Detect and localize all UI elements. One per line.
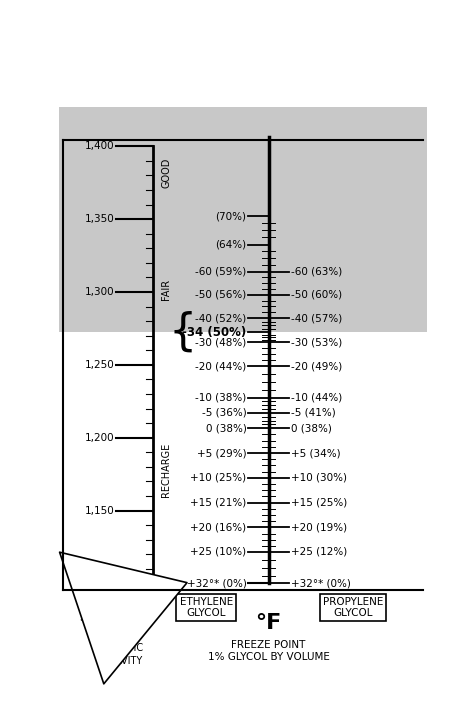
Text: -50 (56%): -50 (56%) [195, 290, 246, 300]
Text: {: { [168, 311, 196, 354]
Text: 1,350: 1,350 [84, 214, 114, 224]
Text: 0 (38%): 0 (38%) [291, 423, 331, 433]
Text: -10 (44%): -10 (44%) [291, 392, 342, 403]
Text: RECHARGE: RECHARGE [161, 443, 171, 497]
Text: Use this
scale.: Use this scale. [80, 591, 141, 624]
Text: PROPYLENE
GLYCOL: PROPYLENE GLYCOL [323, 597, 383, 618]
Text: -5 (36%): -5 (36%) [202, 408, 246, 418]
Text: +10 (25%): +10 (25%) [191, 472, 246, 483]
Text: (64%): (64%) [216, 240, 246, 250]
Text: +5 (29%): +5 (29%) [197, 448, 246, 458]
Text: 1,250: 1,250 [84, 360, 114, 370]
Text: FREEZE POINT
1% GLYCOL BY VOLUME: FREEZE POINT 1% GLYCOL BY VOLUME [208, 640, 329, 662]
Text: 1,300: 1,300 [85, 287, 114, 297]
Text: ETHYLENE
GLYCOL: ETHYLENE GLYCOL [180, 597, 233, 618]
Text: 1,150: 1,150 [84, 505, 114, 515]
Text: °F: °F [255, 613, 282, 633]
Text: 1,400: 1,400 [85, 141, 114, 151]
Text: 1,200: 1,200 [85, 432, 114, 443]
Text: +25 (12%): +25 (12%) [291, 547, 347, 557]
Text: -40 (52%): -40 (52%) [195, 313, 246, 323]
Text: -5 (41%): -5 (41%) [291, 408, 336, 418]
Text: +15 (25%): +15 (25%) [291, 497, 347, 507]
Text: -10 (38%): -10 (38%) [195, 392, 246, 403]
Text: +32°* (0%): +32°* (0%) [291, 579, 351, 588]
Text: +15 (21%): +15 (21%) [191, 497, 246, 507]
Text: +32°* (0%): +32°* (0%) [187, 579, 246, 588]
Text: +20 (19%): +20 (19%) [291, 523, 347, 532]
Text: +25 (10%): +25 (10%) [191, 547, 246, 557]
Text: -40 (57%): -40 (57%) [291, 313, 342, 323]
Text: FAIR: FAIR [161, 279, 171, 300]
Text: -60 (63%): -60 (63%) [291, 266, 342, 277]
Text: GOOD: GOOD [161, 157, 171, 188]
Text: 1,100: 1,100 [85, 579, 114, 588]
Text: -20 (49%): -20 (49%) [291, 361, 342, 371]
Text: -30 (48%): -30 (48%) [195, 337, 246, 347]
Text: -20 (44%): -20 (44%) [195, 361, 246, 371]
Text: -50 (60%): -50 (60%) [291, 290, 342, 300]
Text: 0 (38%): 0 (38%) [206, 423, 246, 433]
Text: -60 (59%): -60 (59%) [195, 266, 246, 277]
Text: +20 (16%): +20 (16%) [191, 523, 246, 532]
Text: -30 (53%): -30 (53%) [291, 337, 342, 347]
Text: +5 (34%): +5 (34%) [291, 448, 340, 458]
Text: -34 (50%): -34 (50%) [182, 325, 246, 339]
Text: BATTERY
CHARGE
SPECIFIC
GRAVITY: BATTERY CHARGE SPECIFIC GRAVITY [100, 618, 143, 665]
Text: (70%): (70%) [216, 211, 246, 221]
Bar [59, 107, 427, 332]
Text: +10 (30%): +10 (30%) [291, 472, 346, 483]
